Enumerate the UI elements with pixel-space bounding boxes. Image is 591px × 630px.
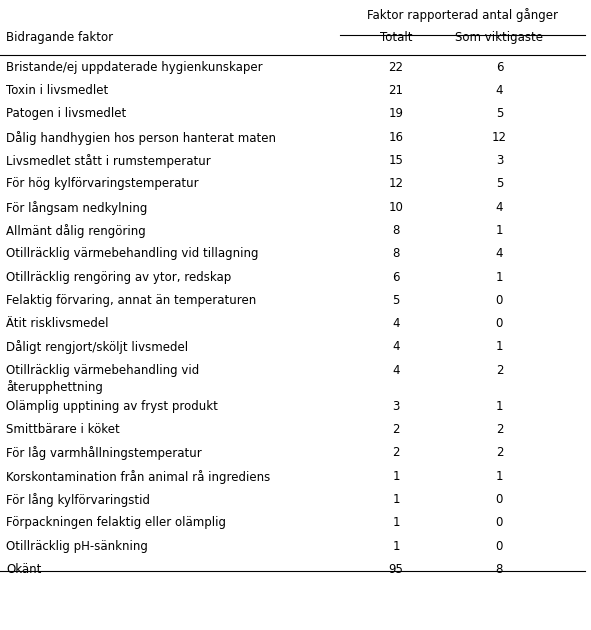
Text: 21: 21 <box>388 84 404 97</box>
Text: 12: 12 <box>388 177 404 190</box>
Text: 5: 5 <box>496 107 503 120</box>
Text: 16: 16 <box>388 130 404 144</box>
Text: 4: 4 <box>392 317 400 330</box>
Text: Ätit risklivsmedel: Ätit risklivsmedel <box>6 317 108 330</box>
Text: 19: 19 <box>388 107 404 120</box>
Text: 6: 6 <box>496 60 503 74</box>
Text: Livsmedlet stått i rumstemperatur: Livsmedlet stått i rumstemperatur <box>6 154 210 168</box>
Text: 8: 8 <box>392 224 400 237</box>
Text: 5: 5 <box>392 294 400 307</box>
Text: 3: 3 <box>496 154 503 167</box>
Text: 2: 2 <box>392 446 400 459</box>
Text: Förpackningen felaktig eller olämplig: Förpackningen felaktig eller olämplig <box>6 516 226 529</box>
Text: 1: 1 <box>496 469 503 483</box>
Text: 12: 12 <box>492 130 507 144</box>
Text: 8: 8 <box>392 247 400 260</box>
Text: Totalt: Totalt <box>380 31 412 44</box>
Text: 0: 0 <box>496 294 503 307</box>
Text: 15: 15 <box>388 154 404 167</box>
Text: 22: 22 <box>388 60 404 74</box>
Text: Otillräcklig värmebehandling vid
återupphettning: Otillräcklig värmebehandling vid återupp… <box>6 364 199 394</box>
Text: Otillräcklig värmebehandling vid tillagning: Otillräcklig värmebehandling vid tillagn… <box>6 247 258 260</box>
Text: Faktor rapporterad antal gånger: Faktor rapporterad antal gånger <box>367 8 558 22</box>
Text: Dåligt rengjort/sköljt livsmedel: Dåligt rengjort/sköljt livsmedel <box>6 340 188 355</box>
Text: Korskontamination från animal rå ingrediens: Korskontamination från animal rå ingredi… <box>6 469 270 484</box>
Text: 1: 1 <box>496 340 503 353</box>
Text: 4: 4 <box>392 364 400 377</box>
Text: Olämplig upptining av fryst produkt: Olämplig upptining av fryst produkt <box>6 399 218 413</box>
Text: 1: 1 <box>496 224 503 237</box>
Text: 4: 4 <box>496 247 503 260</box>
Text: För hög kylförvaringstemperatur: För hög kylförvaringstemperatur <box>6 177 199 190</box>
Text: Allmänt dålig rengöring: Allmänt dålig rengöring <box>6 224 145 238</box>
Text: För lång kylförvaringstid: För lång kylförvaringstid <box>6 493 150 507</box>
Text: 1: 1 <box>496 270 503 284</box>
Text: Patogen i livsmedlet: Patogen i livsmedlet <box>6 107 126 120</box>
Text: 0: 0 <box>496 493 503 506</box>
Text: Otillräcklig rengöring av ytor, redskap: Otillräcklig rengöring av ytor, redskap <box>6 270 231 284</box>
Text: Bristande/ej uppdaterade hygienkunskaper: Bristande/ej uppdaterade hygienkunskaper <box>6 60 262 74</box>
Text: 1: 1 <box>392 539 400 553</box>
Text: 4: 4 <box>392 340 400 353</box>
Text: Felaktig förvaring, annat än temperaturen: Felaktig förvaring, annat än temperature… <box>6 294 256 307</box>
Text: 3: 3 <box>392 399 400 413</box>
Text: Toxin i livsmedlet: Toxin i livsmedlet <box>6 84 108 97</box>
Text: Okänt: Okänt <box>6 563 41 576</box>
Text: Otillräcklig pH-sänkning: Otillräcklig pH-sänkning <box>6 539 148 553</box>
Text: 4: 4 <box>496 84 503 97</box>
Text: Smittbärare i köket: Smittbärare i köket <box>6 423 119 436</box>
Text: För långsam nedkylning: För långsam nedkylning <box>6 200 147 215</box>
Text: 5: 5 <box>496 177 503 190</box>
Text: 8: 8 <box>496 563 503 576</box>
Text: För låg varmhållningstemperatur: För låg varmhållningstemperatur <box>6 446 202 461</box>
Text: Dålig handhygien hos person hanterat maten: Dålig handhygien hos person hanterat mat… <box>6 130 276 145</box>
Text: 6: 6 <box>392 270 400 284</box>
Text: 2: 2 <box>392 423 400 436</box>
Text: 1: 1 <box>392 516 400 529</box>
Text: 2: 2 <box>496 446 503 459</box>
Text: 4: 4 <box>496 200 503 214</box>
Text: 1: 1 <box>392 493 400 506</box>
Text: 0: 0 <box>496 539 503 553</box>
Text: 10: 10 <box>388 200 404 214</box>
Text: Som viktigaste: Som viktigaste <box>456 31 543 44</box>
Text: 95: 95 <box>388 563 404 576</box>
Text: 1: 1 <box>392 469 400 483</box>
Text: 0: 0 <box>496 317 503 330</box>
Text: 2: 2 <box>496 364 503 377</box>
Text: 1: 1 <box>496 399 503 413</box>
Text: Bidragande faktor: Bidragande faktor <box>6 31 113 44</box>
Text: 0: 0 <box>496 516 503 529</box>
Text: 2: 2 <box>496 423 503 436</box>
